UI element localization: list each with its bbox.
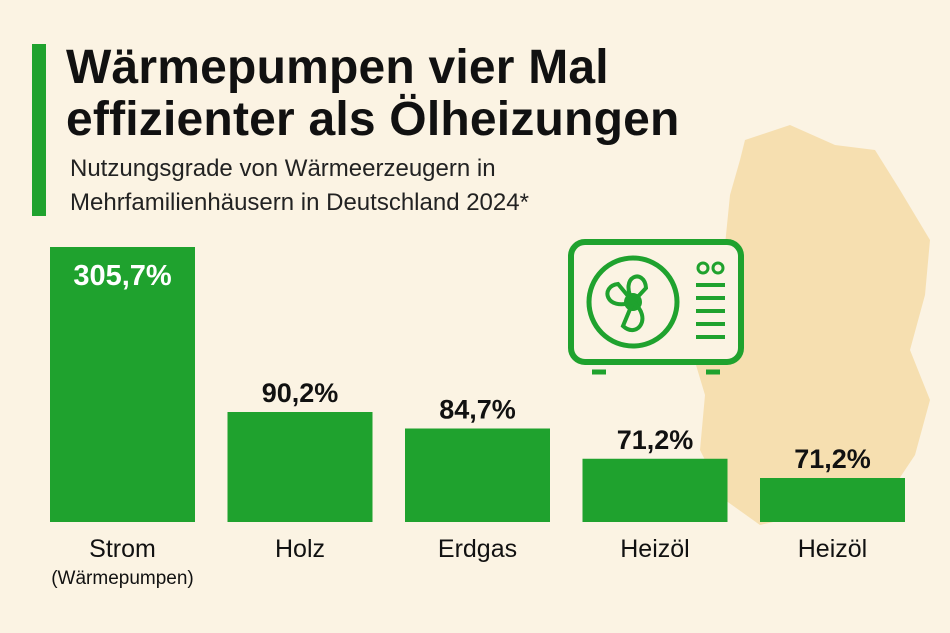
bar-value-label-0: 305,7%: [73, 260, 172, 292]
bar-1: [227, 412, 373, 522]
bars-layer: 305,7% Strom (Wärmepumpen) 90,2% Holz 84,7% Er…: [50, 247, 905, 589]
category-label-2: Erdgas: [438, 535, 517, 563]
bar-0: [50, 247, 195, 522]
category-sublabel-0: (Wärmepumpen): [51, 568, 194, 589]
bar-value-label-2: 84,7%: [439, 395, 516, 425]
chart-subtitle: Nutzungsgrade von Wärmeerzeugern in Mehr…: [70, 152, 690, 220]
category-label-3: Heizöl: [620, 535, 689, 563]
bar-2: [405, 428, 550, 522]
title-accent-bar: [32, 44, 46, 216]
chart-title: Wärmepumpen vier Mal effizienter als Ölh…: [66, 42, 826, 146]
germany-map-icon: [690, 125, 930, 525]
bar-3: [582, 458, 728, 522]
category-label-4: Heizöl: [798, 535, 867, 563]
bar-4: [760, 478, 905, 522]
category-label-0: Strom: [89, 535, 156, 563]
chart-subtitle-line-1: Nutzungsgrade von Wärmeerzeugern in: [70, 155, 496, 182]
chart-title-line-1: Wärmepumpen vier Mal: [66, 41, 609, 94]
chart-title-line-2: effizienter als Ölheizungen: [66, 93, 680, 146]
category-label-1: Holz: [275, 535, 325, 563]
chart-subtitle-line-2: Mehrfamilienhäusern in Deutschland 2024*: [70, 189, 529, 216]
bar-value-label-4: 71,2%: [794, 444, 871, 474]
bar-value-label-1: 90,2%: [262, 378, 339, 408]
bar-value-label-3: 71,2%: [617, 425, 694, 455]
heat-pump-icon: [568, 239, 744, 375]
